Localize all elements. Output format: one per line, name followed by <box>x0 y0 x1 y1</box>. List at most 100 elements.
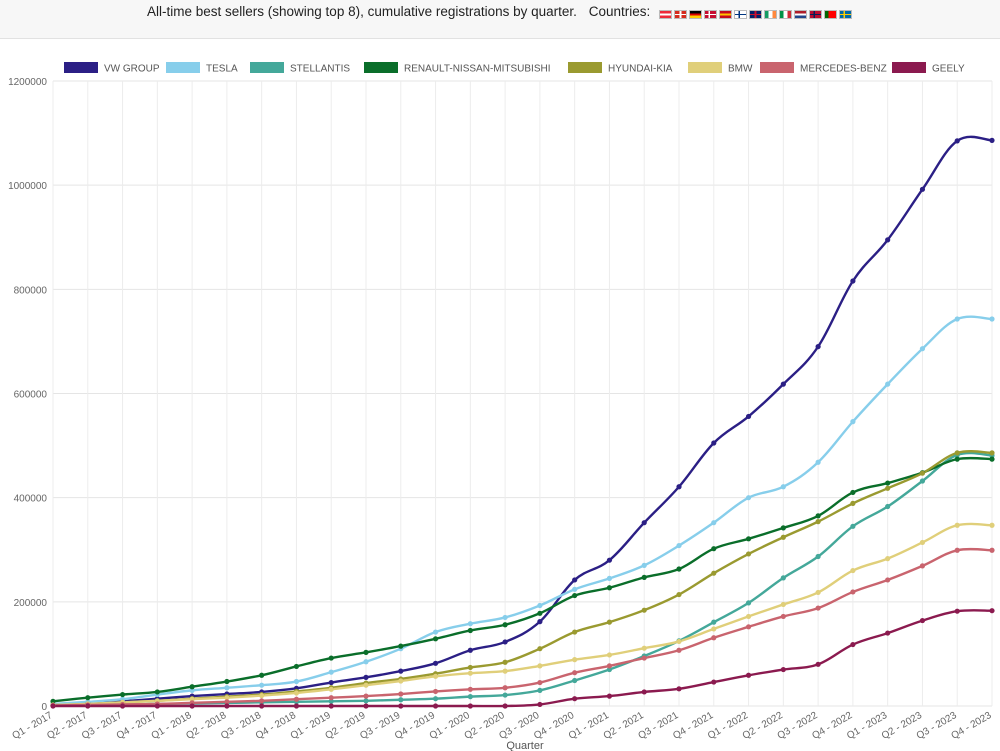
data-point[interactable] <box>919 617 926 624</box>
data-point[interactable] <box>676 542 682 549</box>
data-point[interactable] <box>989 137 995 143</box>
data-point[interactable] <box>711 520 717 526</box>
data-point[interactable] <box>293 663 300 670</box>
data-point[interactable] <box>537 602 543 609</box>
data-point[interactable] <box>467 686 473 692</box>
data-point[interactable] <box>850 489 856 496</box>
data-point[interactable] <box>850 500 856 506</box>
data-point[interactable] <box>85 695 91 701</box>
data-point[interactable] <box>328 703 334 709</box>
data-point[interactable] <box>815 589 821 596</box>
data-point[interactable] <box>502 622 508 628</box>
data-point[interactable] <box>572 586 578 592</box>
data-point[interactable] <box>328 669 334 675</box>
data-point[interactable] <box>676 647 682 653</box>
data-point[interactable] <box>954 138 960 144</box>
data-point[interactable] <box>885 630 891 636</box>
data-point[interactable] <box>606 585 613 591</box>
data-point[interactable] <box>745 613 752 620</box>
data-point[interactable] <box>885 381 891 387</box>
data-point[interactable] <box>502 639 508 645</box>
data-point[interactable] <box>919 539 926 546</box>
data-point[interactable] <box>676 484 682 490</box>
data-point[interactable] <box>780 575 786 581</box>
data-point[interactable] <box>954 456 960 462</box>
data-point[interactable] <box>711 635 717 641</box>
data-point[interactable] <box>432 660 439 666</box>
data-point[interactable] <box>919 470 926 476</box>
data-point[interactable] <box>919 478 926 484</box>
data-point[interactable] <box>363 698 369 704</box>
data-point[interactable] <box>119 703 126 709</box>
data-point[interactable] <box>919 346 926 352</box>
data-point[interactable] <box>432 696 439 702</box>
data-point[interactable] <box>711 440 717 446</box>
data-point[interactable] <box>606 663 613 669</box>
data-point[interactable] <box>189 684 195 690</box>
data-point[interactable] <box>641 574 647 580</box>
data-point[interactable] <box>363 659 369 665</box>
data-point[interactable] <box>328 655 334 661</box>
data-point[interactable] <box>954 450 960 456</box>
data-point[interactable] <box>780 534 786 540</box>
data-point[interactable] <box>432 688 439 695</box>
data-point[interactable] <box>537 663 543 669</box>
data-point[interactable] <box>537 610 543 616</box>
data-point[interactable] <box>432 629 439 635</box>
data-point[interactable] <box>780 666 786 673</box>
data-point[interactable] <box>537 701 543 708</box>
data-point[interactable] <box>328 679 334 686</box>
data-point[interactable] <box>676 566 682 572</box>
data-point[interactable] <box>293 703 300 709</box>
data-point[interactable] <box>885 577 891 583</box>
data-point[interactable] <box>954 608 960 614</box>
data-point[interactable] <box>989 608 995 614</box>
data-point[interactable] <box>467 621 473 627</box>
data-point[interactable] <box>606 619 613 625</box>
data-point[interactable] <box>537 646 543 652</box>
data-point[interactable] <box>885 237 891 243</box>
data-point[interactable] <box>467 703 473 709</box>
data-point[interactable] <box>711 546 717 552</box>
data-point[interactable] <box>189 687 195 693</box>
data-point[interactable] <box>885 480 891 486</box>
data-point[interactable] <box>432 636 439 642</box>
data-point[interactable] <box>572 677 578 684</box>
data-point[interactable] <box>745 536 752 542</box>
data-point[interactable] <box>850 523 856 529</box>
data-point[interactable] <box>572 696 578 702</box>
data-point[interactable] <box>224 703 230 709</box>
data-point[interactable] <box>119 691 126 698</box>
data-point[interactable] <box>293 678 300 685</box>
data-point[interactable] <box>502 614 508 621</box>
data-point[interactable] <box>676 591 682 598</box>
data-point[interactable] <box>50 698 56 704</box>
data-point[interactable] <box>641 607 647 613</box>
data-point[interactable] <box>676 686 682 692</box>
data-point[interactable] <box>224 695 230 701</box>
data-point[interactable] <box>711 619 717 625</box>
data-point[interactable] <box>815 553 821 560</box>
data-point[interactable] <box>850 278 856 284</box>
data-point[interactable] <box>572 592 578 599</box>
data-point[interactable] <box>919 563 926 569</box>
data-point[interactable] <box>259 698 265 704</box>
data-point[interactable] <box>954 547 960 553</box>
data-point[interactable] <box>363 674 369 680</box>
data-point[interactable] <box>467 664 473 671</box>
data-point[interactable] <box>641 645 647 651</box>
data-point[interactable] <box>711 679 717 685</box>
data-point[interactable] <box>398 703 404 709</box>
data-point[interactable] <box>606 666 613 673</box>
data-point[interactable] <box>467 627 473 634</box>
data-point[interactable] <box>780 484 786 490</box>
data-point[interactable] <box>954 316 960 322</box>
data-point[interactable] <box>537 679 543 686</box>
data-point[interactable] <box>606 575 613 581</box>
data-point[interactable] <box>85 703 91 709</box>
data-point[interactable] <box>467 694 473 700</box>
data-point[interactable] <box>467 670 473 676</box>
data-point[interactable] <box>989 450 995 456</box>
data-point[interactable] <box>328 698 334 704</box>
data-point[interactable] <box>780 601 786 608</box>
